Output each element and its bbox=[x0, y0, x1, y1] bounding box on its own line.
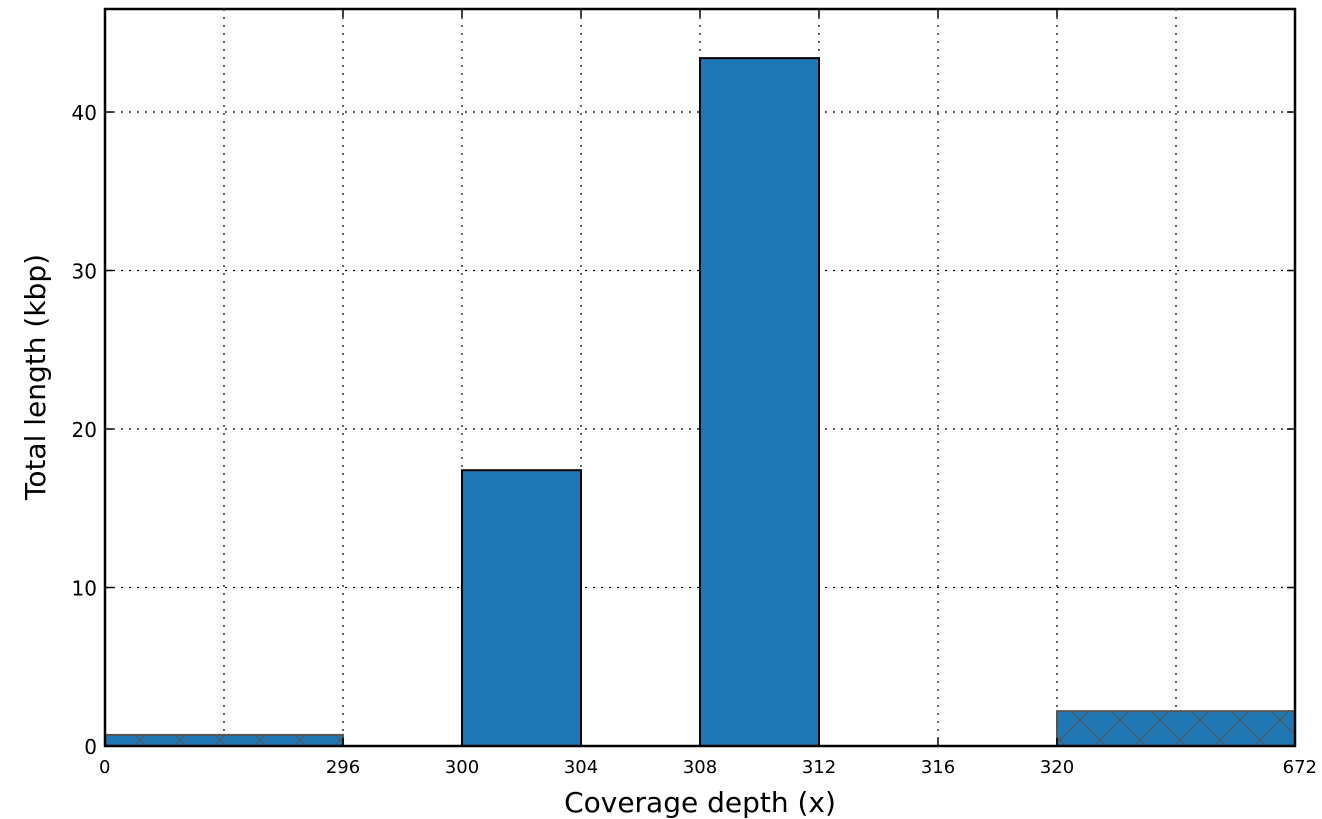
x-tick-label: 312 bbox=[802, 757, 836, 778]
bar-300-304 bbox=[461, 469, 582, 747]
x-tick-label: 320 bbox=[1040, 757, 1074, 778]
x-tick-label: 316 bbox=[921, 757, 955, 778]
ticks bbox=[104, 9, 1296, 747]
x-axis-title: Coverage depth (x) bbox=[564, 786, 836, 819]
x-tick-label: 296 bbox=[326, 757, 360, 778]
bars bbox=[104, 57, 1296, 748]
y-tick-label: 10 bbox=[72, 577, 97, 601]
x-tick-label: 300 bbox=[445, 757, 479, 778]
y-axis-title: Total length (kbp) bbox=[19, 254, 52, 501]
x-tick-label: 304 bbox=[564, 757, 598, 778]
y-tick-label: 40 bbox=[72, 101, 97, 125]
x-tick-label: 0 bbox=[99, 757, 110, 778]
bar-308-312 bbox=[699, 57, 820, 747]
tick-labels: 0 10 20 30 40 0 296 300 304 308 312 316 320 672 bbox=[72, 101, 1317, 778]
y-tick-label: 20 bbox=[72, 418, 97, 442]
x-tick-label: 308 bbox=[683, 757, 717, 778]
y-tick-label: 30 bbox=[72, 260, 97, 284]
bar-320-672 bbox=[1056, 710, 1296, 747]
y-tick-label: 0 bbox=[84, 735, 97, 759]
x-tick-label: 672 bbox=[1283, 757, 1317, 778]
bar-0-296 bbox=[104, 733, 344, 748]
